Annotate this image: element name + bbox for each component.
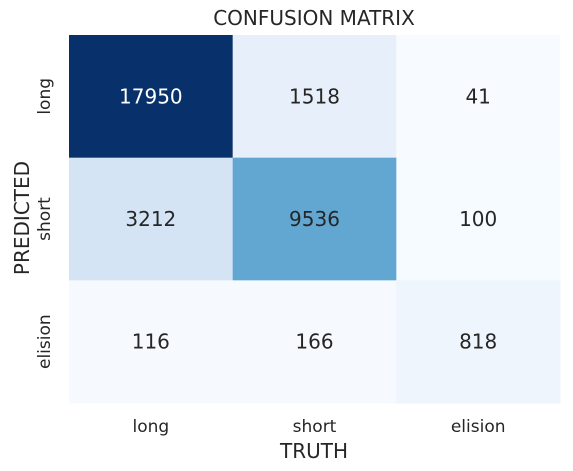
- y-tick-short: short: [35, 197, 55, 241]
- x-tick-labels: long short elision: [132, 417, 505, 437]
- heatmap-cell-elision-long: [69, 280, 234, 404]
- heatmap-cell-long-long: [69, 35, 234, 159]
- cell-value-elision-long: 116: [132, 330, 170, 354]
- x-tick-elision: elision: [451, 417, 506, 437]
- cell-value-elision-short: 166: [295, 330, 333, 354]
- y-tick-long: long: [35, 78, 55, 115]
- cell-value-elision-elision: 818: [459, 330, 497, 354]
- cell-value-short-elision: 100: [459, 207, 497, 231]
- y-axis-label: PREDICTED: [10, 161, 34, 275]
- cell-value-short-short: 9536: [289, 207, 340, 231]
- y-tick-labels: long short elision: [35, 78, 55, 369]
- y-tick-elision: elision: [35, 314, 55, 369]
- cell-value-long-elision: 41: [465, 84, 490, 108]
- heatmap-cells: [69, 35, 561, 404]
- heatmap-cell-short-short: [232, 157, 397, 281]
- cell-value-short-long: 3212: [125, 207, 176, 231]
- heatmap-cell-elision-elision: [396, 280, 561, 404]
- x-axis-label: TRUTH: [279, 439, 348, 463]
- heatmap-cell-elision-short: [232, 280, 397, 404]
- x-tick-long: long: [132, 417, 169, 437]
- heatmap-cell-long-short: [232, 35, 397, 159]
- cell-value-long-long: 17950: [119, 84, 183, 108]
- x-tick-short: short: [293, 417, 337, 437]
- heatmap-cell-short-elision: [396, 157, 561, 281]
- heatmap-cell-long-elision: [396, 35, 561, 159]
- cell-value-long-short: 1518: [289, 84, 340, 108]
- heatmap-cell-short-long: [69, 157, 234, 281]
- cell-value-labels: 17950 1518 41 3212 9536 100 116 166 818: [119, 84, 497, 353]
- chart-title: CONFUSION MATRIX: [213, 6, 415, 30]
